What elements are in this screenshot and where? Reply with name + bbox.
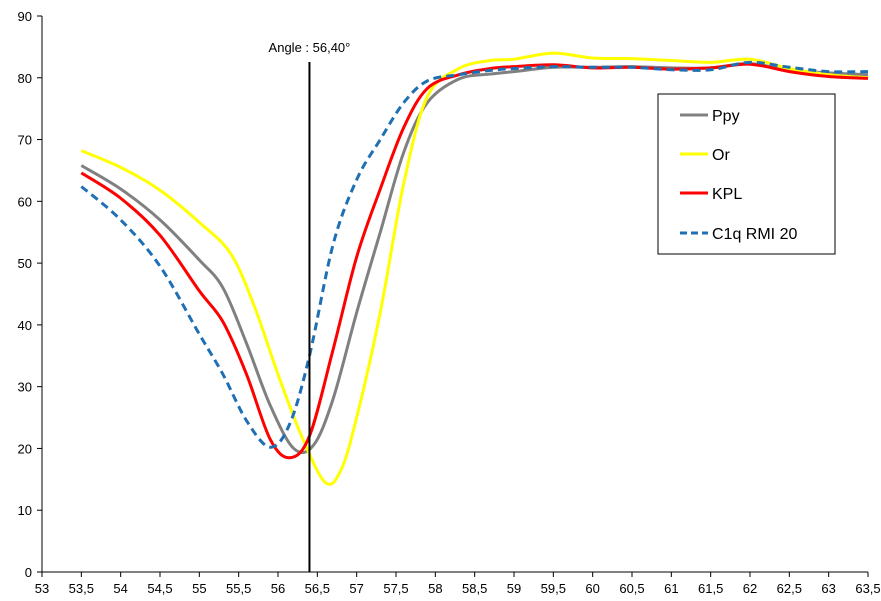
x-tick-label: 56 xyxy=(271,581,285,596)
y-tick-label: 60 xyxy=(18,194,32,209)
series-line-c1q-rmi-20 xyxy=(80,60,869,449)
x-tick-label: 55,5 xyxy=(226,581,251,596)
x-tick-label: 63,5 xyxy=(855,581,880,596)
x-tick-label: 54 xyxy=(113,581,127,596)
x-ticks: 53 53,5 54 54,5 55 55,5 56 56,5 57 57,5 58 58,5 59 59… xyxy=(35,572,881,596)
x-tick-label: 58 xyxy=(428,581,442,596)
x-tick-label: 59 xyxy=(507,581,521,596)
legend-entry-c1q-rmi-20: C1q RMI 20 xyxy=(680,226,797,243)
series-line-or xyxy=(80,51,869,486)
legend-label-kpl: KPL xyxy=(712,186,742,203)
x-tick-label: 60,5 xyxy=(619,581,644,596)
x-tick-label: 62 xyxy=(743,581,757,596)
legend: Ppy Or KPL C1q RMI 20 xyxy=(657,93,836,255)
series-layer xyxy=(80,51,869,486)
legend-label-ppy: Ppy xyxy=(712,108,740,125)
legend-label-c1q-rmi-20: C1q RMI 20 xyxy=(712,226,797,243)
series-line-kpl xyxy=(80,62,869,460)
y-tick-label: 20 xyxy=(18,441,32,456)
x-tick-label: 56,5 xyxy=(305,581,330,596)
x-tick-label: 55 xyxy=(192,581,206,596)
annotation-layer: Angle : 56,40° xyxy=(269,40,351,572)
legend-entry-kpl: KPL xyxy=(680,186,742,203)
x-tick-label: 53,5 xyxy=(69,581,94,596)
y-tick-label: 80 xyxy=(18,71,32,86)
angle-marker-label: Angle : 56,40° xyxy=(269,40,351,55)
y-ticks: 0 10 20 30 40 50 60 70 80 90 xyxy=(18,9,42,580)
x-tick-label: 62,5 xyxy=(777,581,802,596)
y-tick-label: 30 xyxy=(18,380,32,395)
y-tick-label: 70 xyxy=(18,133,32,148)
y-tick-label: 0 xyxy=(25,565,32,580)
y-tick-label: 10 xyxy=(18,503,32,518)
x-tick-label: 60 xyxy=(585,581,599,596)
x-tick-label: 54,5 xyxy=(147,581,172,596)
legend-label-or: Or xyxy=(712,147,730,164)
y-tick-label: 90 xyxy=(18,9,32,24)
x-tick-label: 61 xyxy=(664,581,678,596)
legend-box xyxy=(657,93,836,255)
legend-entry-ppy: Ppy xyxy=(680,108,740,125)
x-tick-label: 53 xyxy=(35,581,49,596)
x-tick-label: 57 xyxy=(349,581,363,596)
axes: 53 53,5 54 54,5 55 55,5 56 56,5 57 57,5 58 58,5 59 59… xyxy=(18,9,881,596)
y-tick-label: 40 xyxy=(18,318,32,333)
x-tick-label: 59,5 xyxy=(541,581,566,596)
y-tick-label: 50 xyxy=(18,256,32,271)
x-tick-label: 61,5 xyxy=(698,581,723,596)
x-tick-label: 58,5 xyxy=(462,581,487,596)
x-tick-label: 57,5 xyxy=(383,581,408,596)
x-tick-label: 63 xyxy=(821,581,835,596)
legend-entry-or: Or xyxy=(680,147,730,164)
